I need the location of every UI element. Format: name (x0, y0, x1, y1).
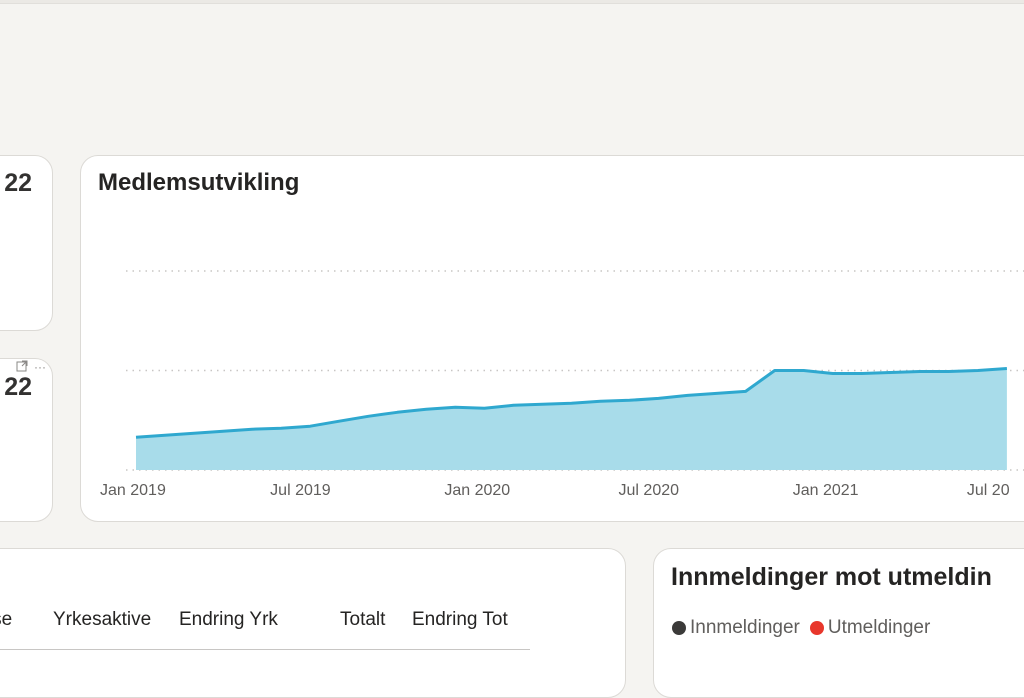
data-point[interactable] (161, 431, 169, 439)
column-header[interactable]: Totalt (340, 609, 386, 630)
data-point[interactable] (713, 389, 721, 397)
top-strip (0, 0, 1024, 4)
data-point[interactable] (219, 427, 227, 435)
x-tick-label: Jul 2019 (270, 482, 331, 499)
x-tick-label: Jul 2020 (619, 482, 680, 499)
data-point[interactable] (858, 370, 866, 378)
x-tick-label: Jan 2020 (444, 482, 510, 499)
data-point[interactable] (190, 429, 198, 437)
data-point[interactable] (771, 367, 779, 375)
x-tick-label: Jan 2019 (100, 482, 166, 499)
legend-label: Innmeldinger (690, 617, 800, 638)
kpi-value: 22 (4, 373, 32, 401)
data-point[interactable] (306, 422, 314, 430)
column-header[interactable]: Yrkesaktive (53, 609, 152, 630)
data-point[interactable] (655, 394, 663, 402)
chart-title: Innmeldinger mot utmeldin (671, 563, 992, 591)
data-point[interactable] (974, 367, 982, 375)
chart-title: Medlemsutvikling (98, 169, 300, 196)
area-fill (136, 368, 1007, 470)
data-point[interactable] (568, 399, 576, 407)
data-point[interactable] (742, 387, 750, 395)
focus-mode-icon[interactable] (16, 360, 28, 375)
in-out-chart-card[interactable]: Innmeldinger mot utmeldin Innmeldinger U… (653, 548, 1024, 698)
member-chart-card[interactable]: Medlemsutvikling Jan 2019 Jul 2019 Jan 202… (80, 155, 1024, 522)
legend-item[interactable]: Innmeldinger (672, 617, 800, 639)
chart-legend: Innmeldinger Utmeldinger (672, 617, 940, 639)
column-header[interactable]: Endring Yrk (179, 609, 278, 630)
kpi-value: 22 (4, 169, 32, 197)
data-point[interactable] (364, 412, 372, 420)
legend-item[interactable]: Utmeldinger (809, 617, 931, 639)
data-point[interactable] (509, 401, 517, 409)
column-header[interactable]: Endring Tot (412, 609, 508, 630)
column-header[interactable]: anse (0, 609, 13, 630)
area-chart[interactable]: Jan 2019 Jul 2019 Jan 2020 Jul 2020 Jan 2021… (81, 156, 1024, 522)
data-point[interactable] (422, 405, 430, 413)
series-line[interactable] (135, 367, 1008, 439)
table-header-row: anse Yrkesaktive Endring Yrk Totalt Endr… (0, 609, 530, 650)
data-point[interactable] (538, 400, 546, 408)
data-point[interactable] (916, 368, 924, 376)
visual-header: ··· (14, 360, 48, 375)
legend-dot (672, 621, 686, 635)
kpi-card[interactable]: ··· 22 (0, 358, 53, 522)
data-point[interactable] (684, 391, 692, 399)
data-point[interactable] (887, 369, 895, 377)
legend-label: Utmeldinger (827, 617, 931, 638)
data-point[interactable] (597, 397, 605, 405)
data-point[interactable] (626, 396, 634, 404)
data-point[interactable] (277, 424, 285, 432)
members-table-card[interactable]: anse Yrkesaktive Endring Yrk Totalt Endr… (0, 548, 626, 698)
data-point[interactable] (480, 404, 488, 412)
data-point[interactable] (248, 425, 256, 433)
data-point[interactable] (335, 417, 343, 425)
data-point[interactable] (1003, 365, 1011, 373)
data-point[interactable] (800, 367, 808, 375)
data-point[interactable] (829, 370, 837, 378)
more-options-icon[interactable]: ··· (34, 360, 46, 374)
data-point[interactable] (945, 368, 953, 376)
x-tick-label: Jul 20 (967, 482, 1010, 499)
kpi-card: 22 (0, 155, 53, 331)
x-tick-label: Jan 2021 (793, 482, 859, 499)
data-point[interactable] (451, 403, 459, 411)
data-point[interactable] (393, 408, 401, 416)
legend-dot (809, 621, 824, 635)
data-point[interactable] (132, 433, 140, 441)
